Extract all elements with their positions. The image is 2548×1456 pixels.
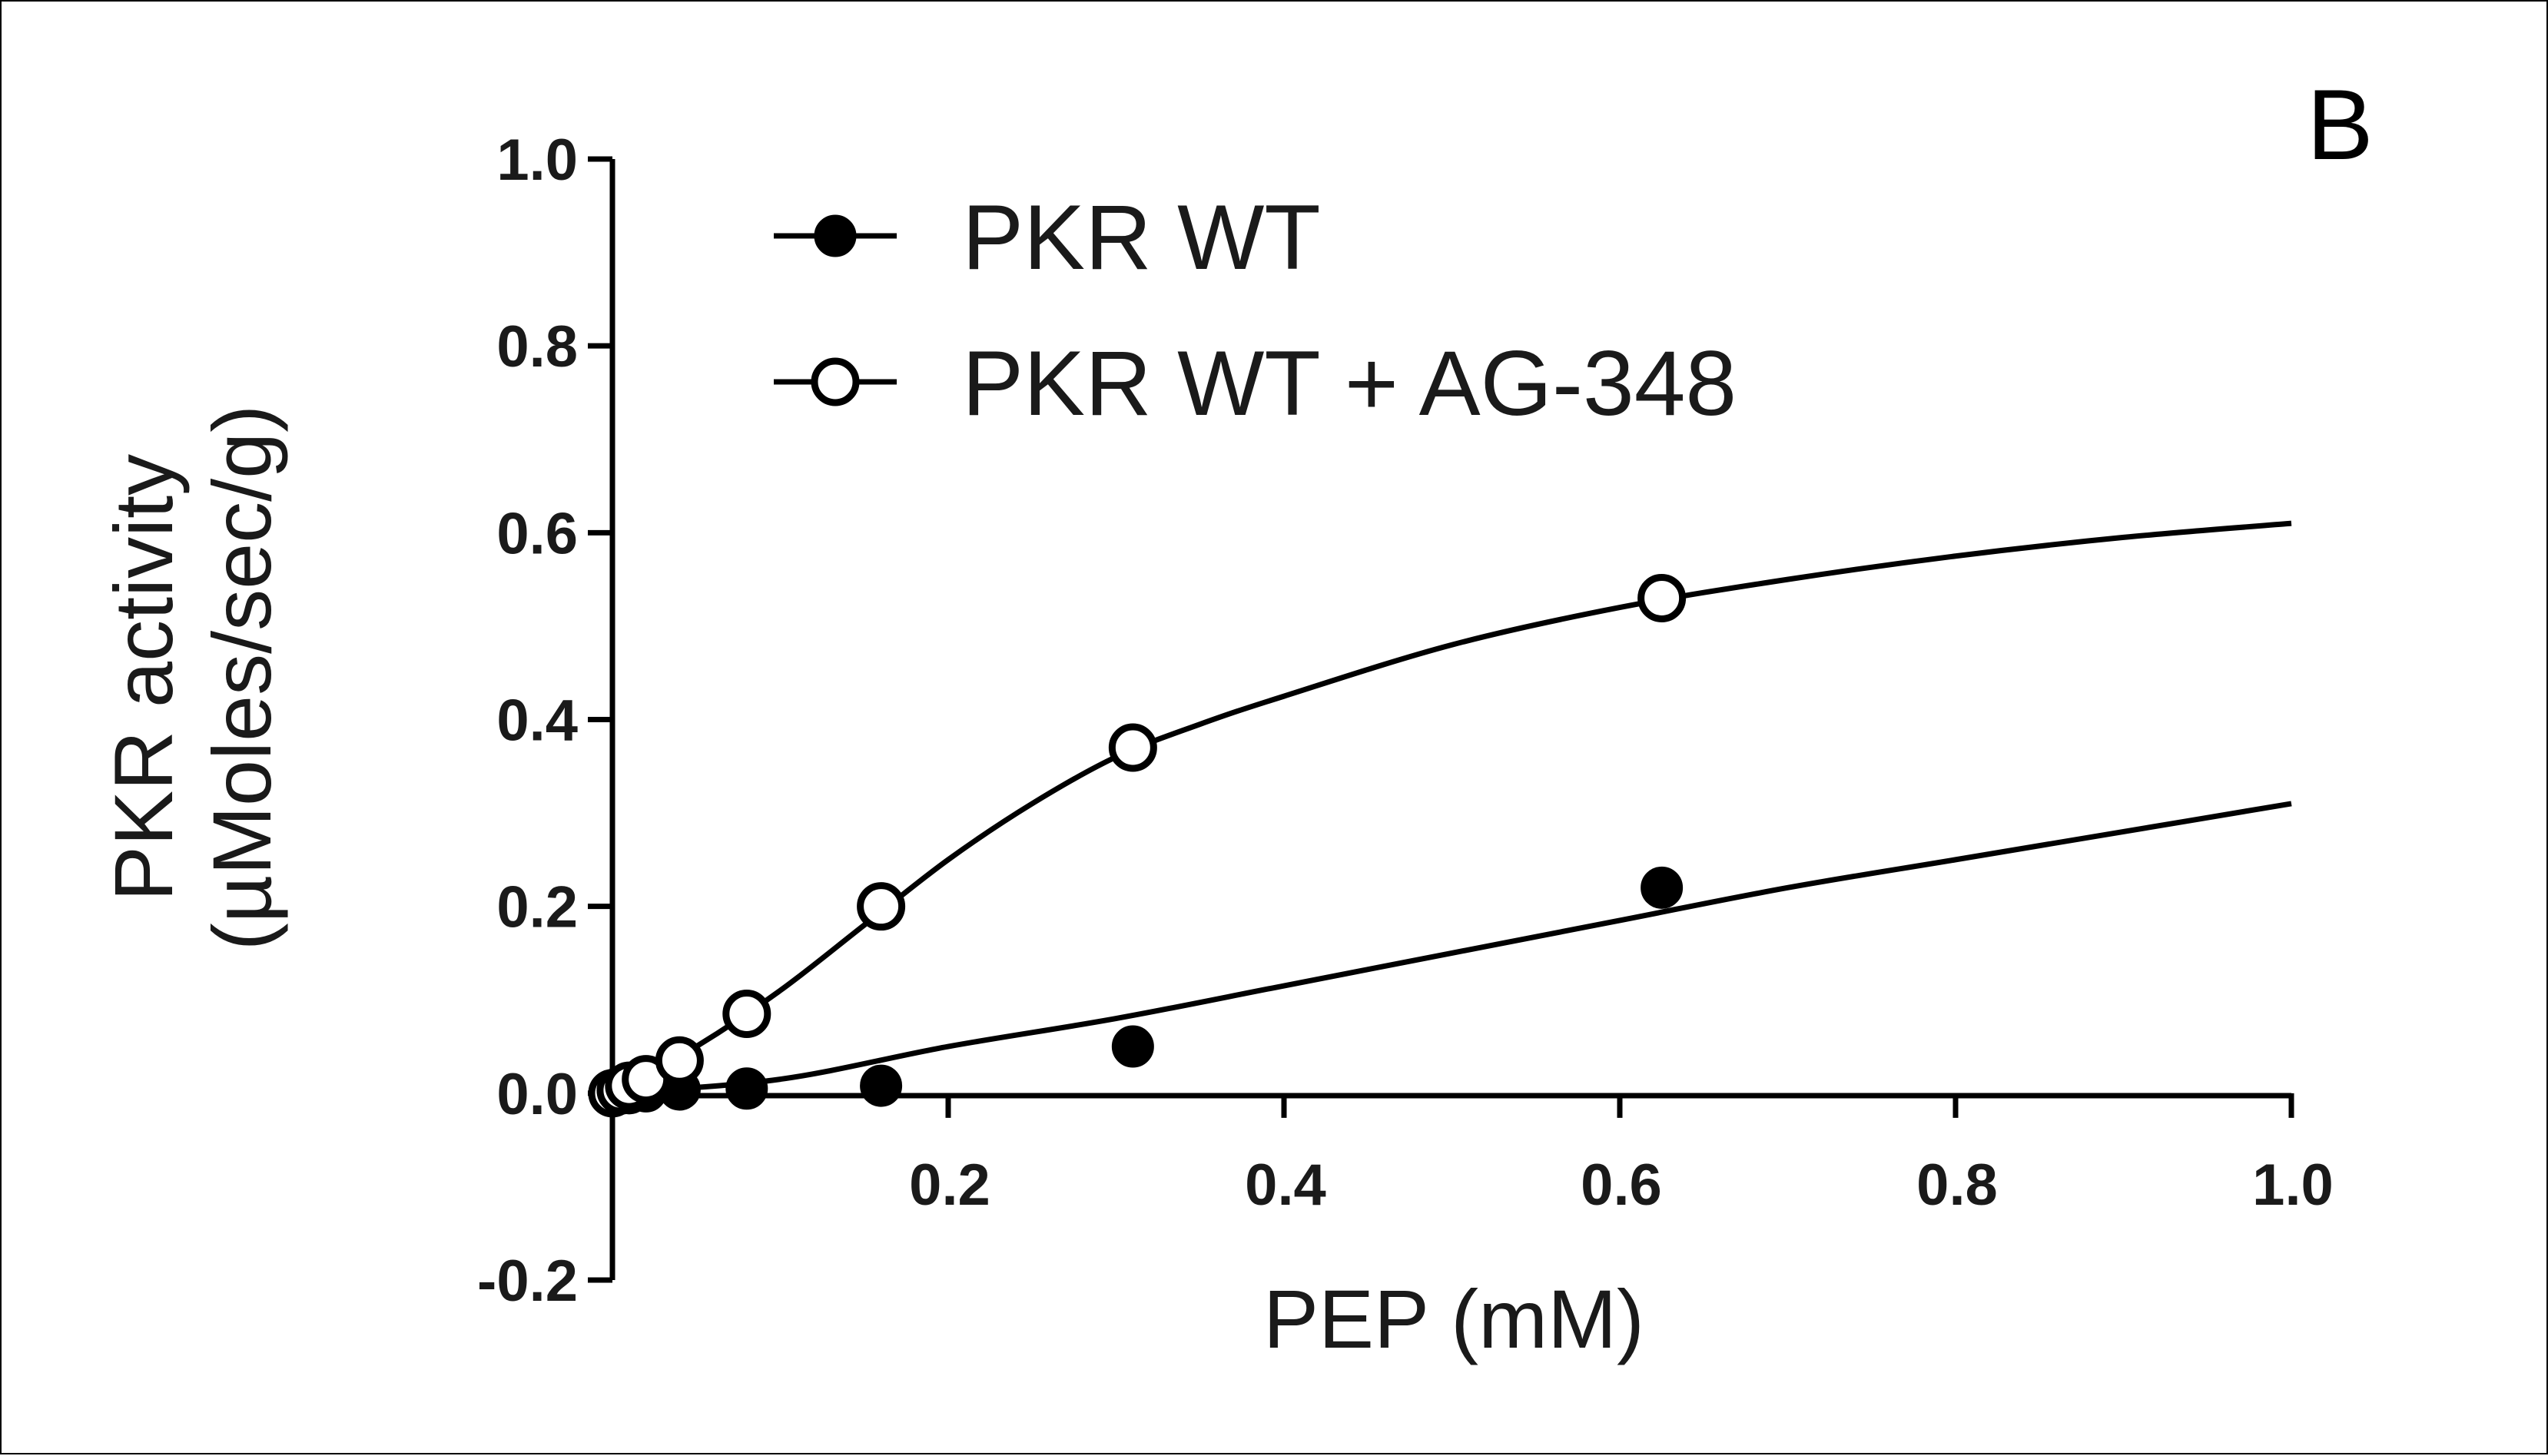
filled-data-point [1641, 866, 1684, 909]
x-axis-title: PEP (mM) [1263, 1272, 1644, 1365]
x-tick-label: 0.4 [1245, 1153, 1326, 1218]
y-tick-label: 0.0 [496, 1062, 578, 1127]
fit-curves [611, 520, 2292, 1096]
open-data-point [655, 1036, 704, 1085]
filled-data-point [860, 1064, 903, 1107]
x-tick-label: 0.6 [1581, 1153, 1662, 1218]
legend-label-pkr-wt-ag348: PKR WT + AG-348 [962, 332, 1737, 435]
legend-item-pkr-wt-ag348: PKR WT + AG-348 [774, 332, 1737, 435]
x-ticks: 0.2 0.4 0.6 0.8 1.0 [909, 1093, 2334, 1218]
y-tick-label: 0.6 [496, 501, 578, 566]
fit-curve-series-0 [612, 801, 2292, 1096]
panel-label: B [2307, 68, 2374, 181]
y-axis-title-line1: PKR activity [97, 454, 190, 901]
axes [609, 159, 2291, 1280]
open-data-point [1637, 573, 1687, 622]
data-points [588, 573, 1687, 1118]
y-tick-label: 0.4 [496, 688, 578, 754]
legend-marker-open-circle [811, 357, 860, 406]
y-axis-title-line2: (µMoles/sec/g) [195, 405, 288, 950]
legend-marker-filled-circle [814, 214, 857, 257]
y-tick-label: 0.2 [496, 875, 578, 940]
legend: PKR WT PKR WT + AG-348 [774, 186, 1737, 435]
x-tick-label: 0.8 [1916, 1153, 1998, 1218]
open-data-point [722, 989, 771, 1038]
y-tick-label: 1.0 [496, 128, 578, 193]
y-tick-label: -0.2 [477, 1249, 578, 1314]
filled-data-point [1111, 1025, 1154, 1068]
y-ticks: 1.0 0.8 0.6 0.4 0.2 0.0 -0.2 [477, 128, 612, 1314]
legend-label-pkr-wt: PKR WT [962, 186, 1321, 289]
filled-data-point [725, 1067, 768, 1110]
fit-curve-series-1 [611, 520, 2292, 1096]
open-data-point [857, 882, 906, 931]
open-data-point [1108, 723, 1157, 772]
legend-item-pkr-wt: PKR WT [774, 186, 1321, 289]
x-tick-label: 0.2 [909, 1153, 990, 1218]
x-tick-label: 1.0 [2252, 1153, 2334, 1218]
y-tick-label: 0.8 [496, 314, 578, 380]
